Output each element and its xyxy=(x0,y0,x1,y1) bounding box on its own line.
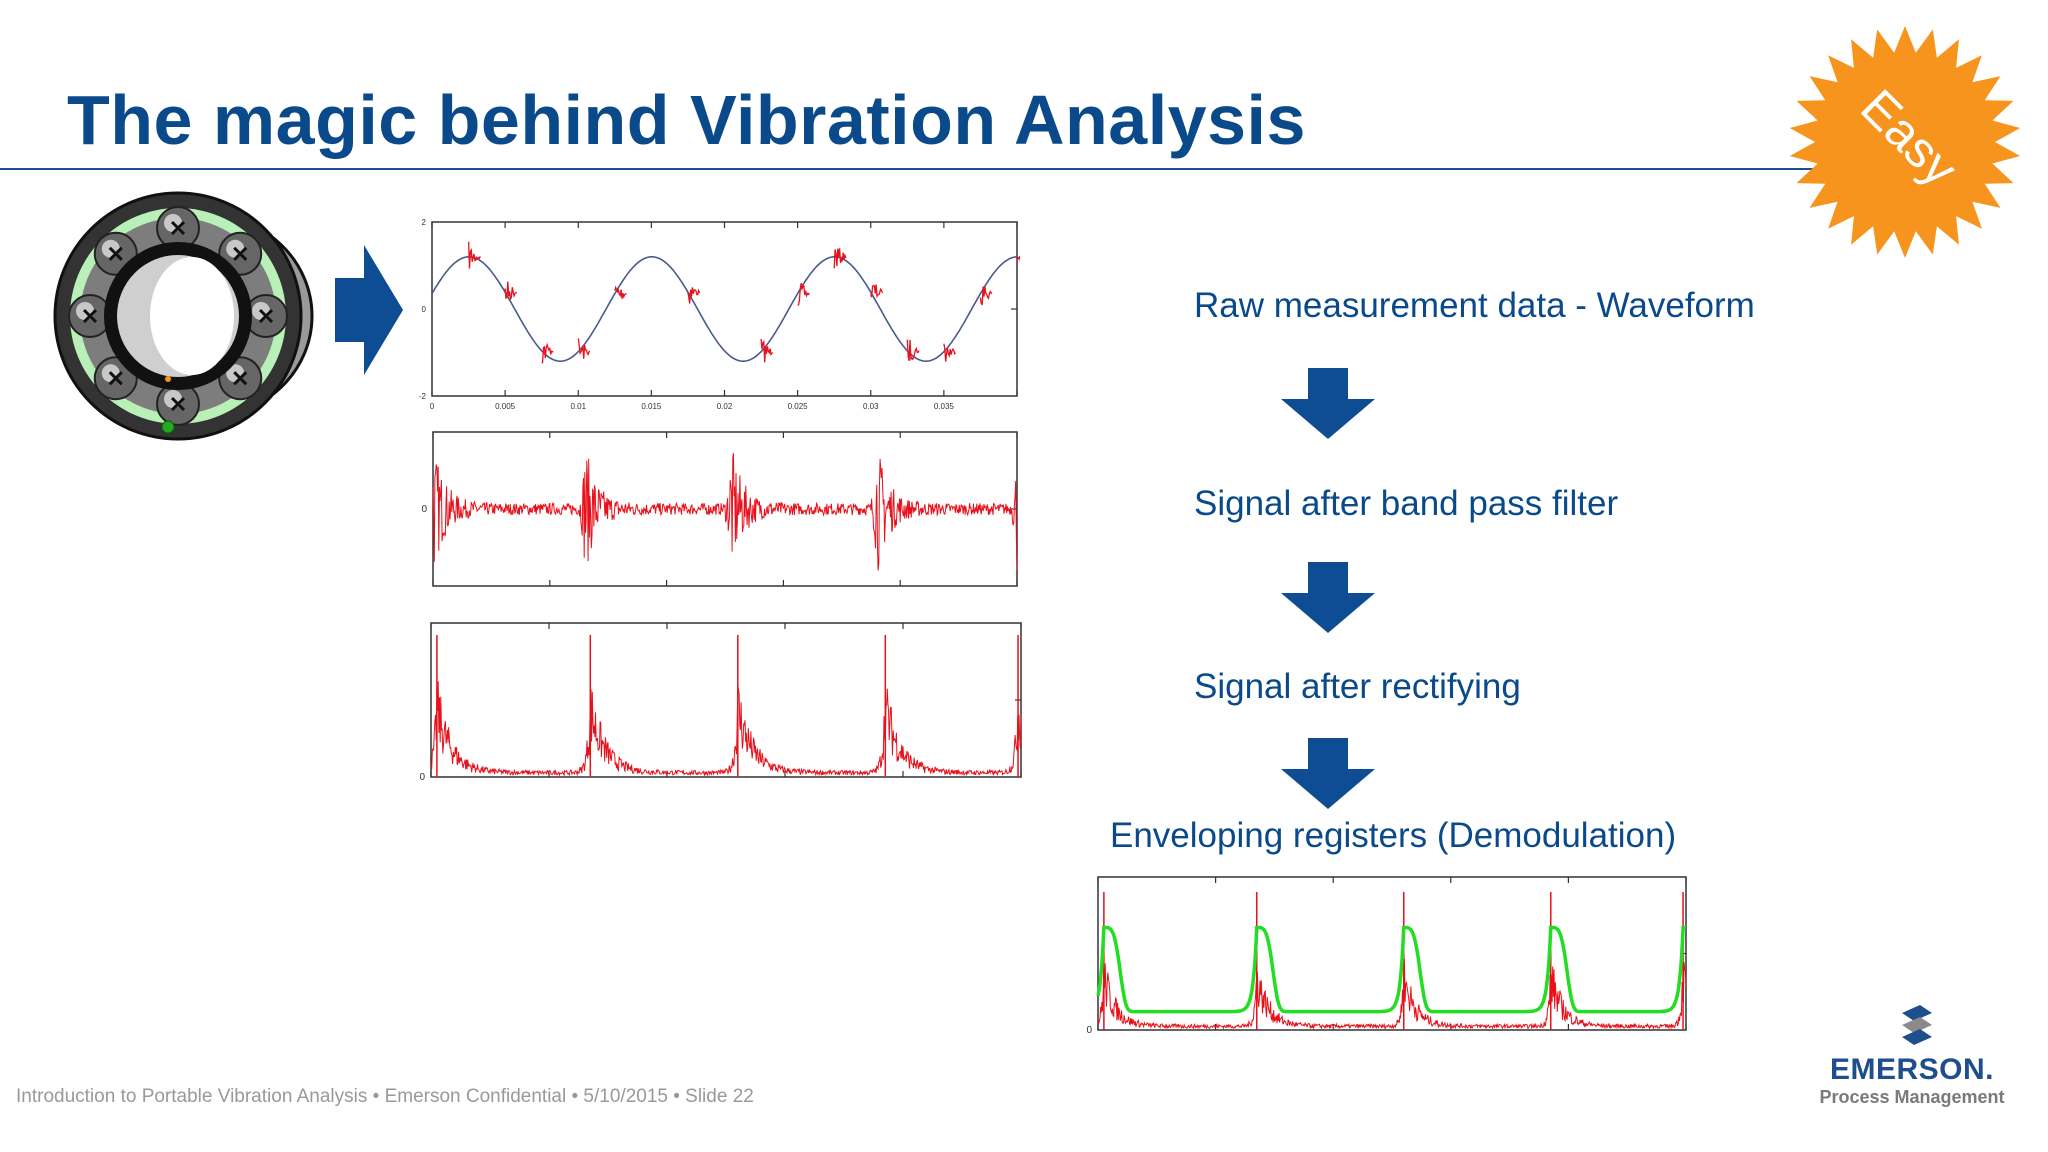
y-tick-label: 0 xyxy=(422,305,427,314)
rectified-signal-line xyxy=(1097,958,1687,1030)
y-tick-label: -2 xyxy=(419,392,427,401)
logo-subtitle: Process Management xyxy=(1819,1087,2005,1107)
y-tick-label: 2 xyxy=(422,218,427,227)
plot-frame xyxy=(1097,876,1687,1031)
y-tick-label: 0 xyxy=(421,504,427,515)
raw-waveform-chart: 20-20 0.005 0.01 0.015 0.02 0.025 0.03 0.035 xyxy=(419,218,1020,411)
impact-mark xyxy=(833,248,847,269)
impact-mark xyxy=(541,342,554,364)
rectified-signal-line xyxy=(430,681,1022,777)
x-tick-label: 0.025 xyxy=(788,402,809,411)
impact-mark xyxy=(979,286,993,306)
emerson-logo-icon xyxy=(1902,1005,1932,1045)
bandpass-signal-chart: 0 xyxy=(421,431,1018,587)
impact-mark xyxy=(870,284,884,299)
x-tick-label: 0 xyxy=(430,402,435,411)
x-tick-label: 0.03 xyxy=(863,402,879,411)
impact-mark xyxy=(1016,255,1020,263)
impact-mark xyxy=(687,287,701,304)
impact-mark xyxy=(943,343,957,362)
slide-title: The magic behind Vibration Analysis xyxy=(67,81,1306,159)
raw-waveform-line xyxy=(431,256,1018,362)
stage-label-envelope: Enveloping registers (Demodulation) xyxy=(1110,816,1677,855)
y-tick-label: 0 xyxy=(419,772,425,783)
logo-name: EMERSON. xyxy=(1829,1053,1995,1086)
impact-mark xyxy=(760,338,774,363)
arrow-down-icon xyxy=(1281,368,1375,439)
y-tick-label: 0 xyxy=(1086,1025,1092,1036)
envelope-signal-chart: 0 xyxy=(1086,876,1687,1036)
x-tick-label: 0.02 xyxy=(717,402,733,411)
x-tick-label: 0.005 xyxy=(495,402,516,411)
stage-label-bandpass: Signal after band pass filter xyxy=(1194,484,1619,523)
arrow-right-icon xyxy=(335,245,403,375)
bandpass-signal-line xyxy=(432,452,1018,571)
impact-mark xyxy=(467,241,481,269)
footer-text: Introduction to Portable Vibration Analy… xyxy=(16,1086,754,1107)
x-tick-label: 0.01 xyxy=(570,402,586,411)
arrow-down-icon xyxy=(1281,738,1375,809)
impact-mark xyxy=(504,281,518,300)
emerson-logo: EMERSON. Process Management xyxy=(1812,1003,2012,1113)
stage-label-rectified: Signal after rectifying xyxy=(1194,667,1521,706)
impact-mark xyxy=(577,338,591,359)
rectified-signal-chart: 0 xyxy=(419,622,1022,783)
arrow-down-icon xyxy=(1281,562,1375,633)
plot-frame xyxy=(431,221,1018,397)
x-tick-label: 0.015 xyxy=(641,402,662,411)
rolling-element-bearing-icon xyxy=(53,191,314,441)
stage-label-raw: Raw measurement data - Waveform xyxy=(1194,286,1755,325)
impact-mark xyxy=(797,282,810,306)
plot-frame xyxy=(430,622,1022,778)
x-tick-label: 0.035 xyxy=(934,402,955,411)
envelope-line xyxy=(1096,925,1687,1014)
title-divider xyxy=(0,168,1820,170)
impact-mark xyxy=(614,285,627,299)
easy-badge-icon: Easy xyxy=(1789,26,2021,258)
impact-mark xyxy=(906,339,920,362)
